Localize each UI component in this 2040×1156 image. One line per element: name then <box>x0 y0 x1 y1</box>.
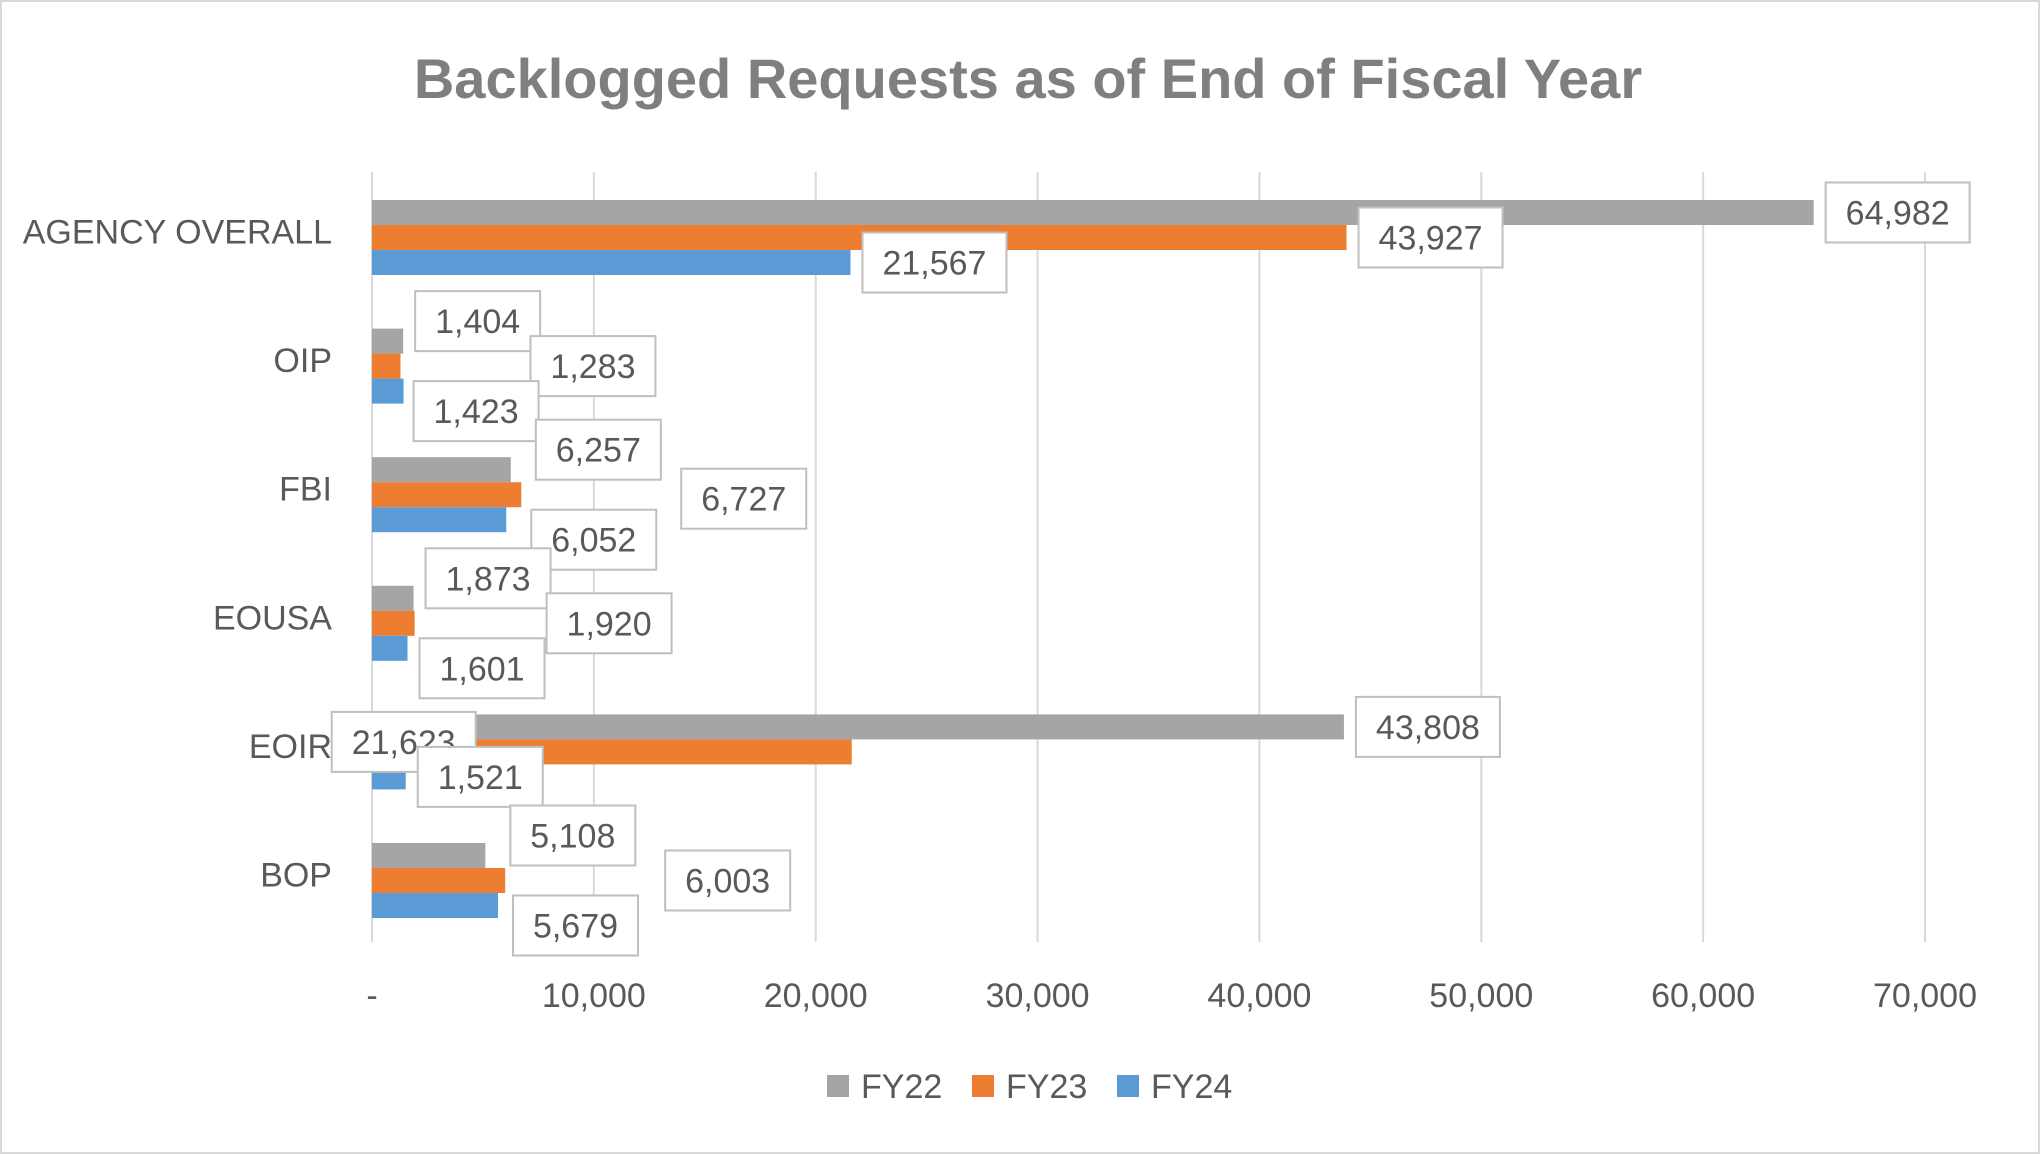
data-label-oip-fy24: 1,423 <box>412 380 540 443</box>
bar-fbi-fy24 <box>372 507 507 533</box>
bar-eousa-fy22 <box>372 585 414 611</box>
bar-eousa-fy24 <box>372 635 408 661</box>
bar-bop-fy24 <box>372 893 498 918</box>
data-label-box <box>509 804 637 867</box>
x-tick-label: 10,000 <box>542 977 646 1015</box>
data-label-box <box>529 335 657 398</box>
data-label-eoir-fy22: 43,808 <box>1354 695 1501 758</box>
data-label-box <box>664 849 792 912</box>
data-label-text: 6,727 <box>701 481 786 519</box>
data-label-agency-overall-fy24: 21,567 <box>861 231 1008 294</box>
data-label-box <box>412 380 540 443</box>
data-label-text: 1,423 <box>434 393 519 431</box>
x-tick-label: 60,000 <box>1651 977 1755 1015</box>
data-label-text: 6,003 <box>685 863 770 901</box>
legend-item-fy22: FY22 <box>827 1068 942 1106</box>
bar-eoir-fy22 <box>372 714 1344 740</box>
data-label-box <box>418 637 546 700</box>
category-label-eousa: EOUSA <box>213 599 332 637</box>
category-label-agency-overall: AGENCY OVERALL <box>23 214 332 252</box>
data-label-box <box>861 231 1008 294</box>
category-label-bop: BOP <box>260 857 332 895</box>
x-tick-label: - <box>366 977 377 1015</box>
legend: FY22 FY23 FY24 <box>827 1068 1232 1106</box>
bar-oip-fy24 <box>372 378 404 404</box>
category-label-oip: OIP <box>273 342 332 380</box>
legend-label: FY24 <box>1151 1068 1232 1106</box>
bar-bop-fy22 <box>372 843 486 868</box>
data-label-oip-fy22: 1,404 <box>414 290 542 353</box>
data-label-box <box>534 418 662 481</box>
data-label-text: 1,873 <box>446 560 531 598</box>
data-label-bop-fy24: 5,679 <box>511 894 639 957</box>
data-label-text: 6,257 <box>556 432 641 470</box>
data-label-text: 6,052 <box>551 522 636 560</box>
legend-label: FY23 <box>1006 1068 1087 1106</box>
data-label-text: 5,108 <box>530 818 615 856</box>
x-tick-label: 70,000 <box>1873 977 1977 1015</box>
data-label-box <box>511 894 639 957</box>
bar-agency-overall-fy24 <box>372 250 851 275</box>
data-label-box <box>530 508 658 571</box>
bars <box>372 200 1814 918</box>
data-label-text: 1,404 <box>435 303 520 341</box>
legend-swatch <box>972 1075 994 1097</box>
x-tick-label: 50,000 <box>1429 977 1533 1015</box>
data-label-box <box>680 467 808 530</box>
data-label-text: 1,601 <box>439 650 524 688</box>
data-label-eousa-fy22: 1,873 <box>424 547 552 610</box>
category-axis: AGENCY OVERALL OIP FBI EOUSA EOIR BOP <box>23 214 333 895</box>
legend-item-fy24: FY24 <box>1117 1068 1232 1106</box>
bar-oip-fy22 <box>372 328 404 354</box>
data-label-bop-fy22: 5,108 <box>509 804 637 867</box>
bar-fbi-fy22 <box>372 457 511 483</box>
bar-bop-fy23 <box>372 868 506 893</box>
data-label-oip-fy23: 1,283 <box>529 335 657 398</box>
category-label-eoir: EOIR <box>249 728 332 766</box>
chart-title: Backlogged Requests as of End of Fiscal … <box>414 47 1642 110</box>
value-axis: - 10,000 20,000 30,000 40,000 50,000 60,000 70,… <box>366 977 1977 1015</box>
data-label-text: 1,283 <box>550 348 635 386</box>
data-label-box <box>416 745 544 808</box>
bar-fbi-fy23 <box>372 482 522 508</box>
data-label-box <box>1354 695 1501 758</box>
data-label-agency-overall-fy22: 64,982 <box>1824 181 1971 244</box>
data-label-eousa-fy23: 1,920 <box>545 592 673 655</box>
data-label-text: 21,567 <box>882 245 986 283</box>
bar-eousa-fy23 <box>372 610 415 636</box>
data-label-text: 43,808 <box>1376 709 1480 747</box>
data-label-box <box>424 547 552 610</box>
data-label-fbi-fy23: 6,727 <box>680 467 808 530</box>
data-label-box <box>1824 181 1971 244</box>
bar-agency-overall-fy23 <box>372 225 1347 250</box>
bar-agency-overall-fy22 <box>372 200 1814 225</box>
data-label-box <box>545 592 673 655</box>
legend-swatch <box>1117 1075 1139 1097</box>
data-label-eoir-fy24: 1,521 <box>416 745 544 808</box>
legend-swatch <box>827 1075 849 1097</box>
data-labels: 64,982 43,927 21,567 1,404 1,283 1,423 6,257 6,… <box>330 181 1971 957</box>
data-label-box <box>414 290 542 353</box>
data-label-text: 1,920 <box>567 605 652 643</box>
category-label-fbi: FBI <box>279 471 332 509</box>
data-label-agency-overall-fy23: 43,927 <box>1357 206 1504 269</box>
data-label-fbi-fy22: 6,257 <box>534 418 662 481</box>
data-label-text: 5,679 <box>533 908 618 946</box>
data-label-text: 64,982 <box>1846 195 1950 233</box>
x-tick-label: 30,000 <box>986 977 1090 1015</box>
x-tick-label: 20,000 <box>764 977 868 1015</box>
data-label-eousa-fy24: 1,601 <box>418 637 546 700</box>
data-label-bop-fy23: 6,003 <box>664 849 792 912</box>
gridlines <box>371 172 1926 942</box>
legend-label: FY22 <box>861 1068 942 1106</box>
data-label-text: 43,927 <box>1379 220 1483 258</box>
legend-item-fy23: FY23 <box>972 1068 1087 1106</box>
bar-oip-fy23 <box>372 353 401 379</box>
data-label-box <box>1357 206 1504 269</box>
x-tick-label: 40,000 <box>1207 977 1311 1015</box>
data-label-fbi-fy24: 6,052 <box>530 508 658 571</box>
data-label-text: 1,521 <box>438 759 523 797</box>
